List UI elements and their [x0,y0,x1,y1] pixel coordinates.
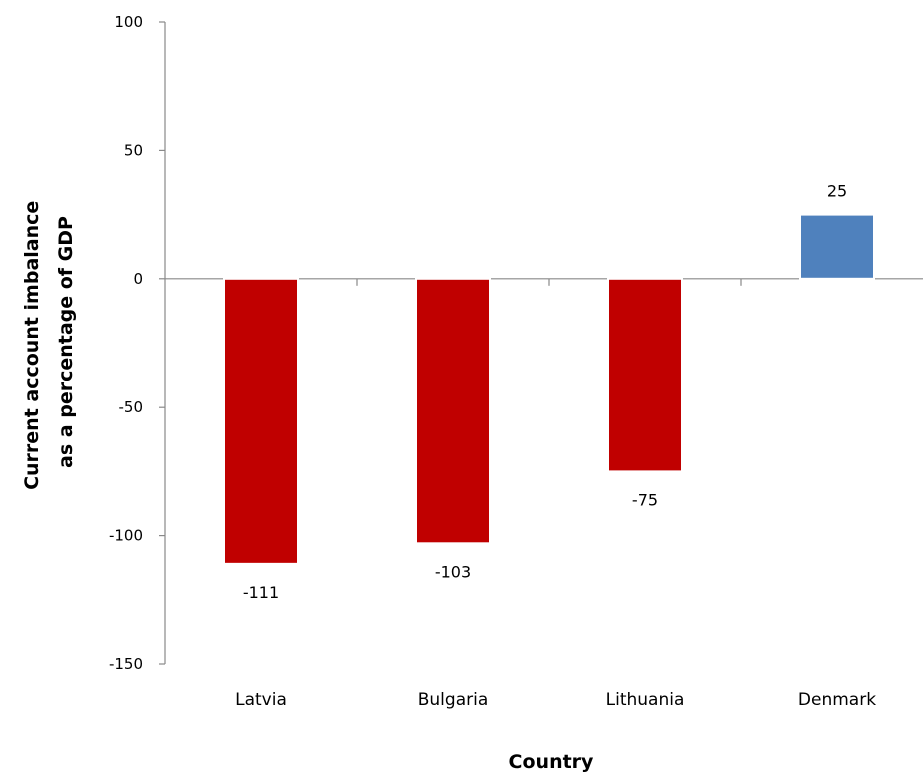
bars [223,213,875,565]
y-tick-label: 100 [114,13,143,31]
y-axis [159,21,166,665]
y-axis-title: Current account imbalance as a percentag… [21,194,77,490]
bar-lithuania [607,277,683,473]
bar-latvia [223,277,299,565]
data-label: -75 [632,490,658,509]
y-tick-label: -50 [119,398,144,416]
category-labels: Latvia Bulgaria Lithuania Denmark [235,690,876,710]
data-label: -111 [243,583,279,602]
bar-bulgaria [415,277,491,545]
data-label: 25 [827,182,847,201]
y-axis-title-line-1: Current account imbalance [21,201,43,490]
y-tick-label: 50 [124,141,143,159]
category-label: Bulgaria [418,690,489,710]
data-label: -103 [435,562,471,581]
y-tick-labels: 100 50 0 -50 -100 -150 [109,13,143,673]
y-tick-label: -150 [109,655,143,673]
x-axis-title: Country [509,751,595,773]
data-labels: -111 -103 -75 25 [243,182,847,602]
bar-denmark [799,213,875,280]
y-tick-label: -100 [109,527,143,545]
category-label: Lithuania [606,690,685,710]
y-axis-title-line-2: as a percentage of GDP [55,216,77,468]
y-tick-label: 0 [133,270,143,288]
x-tick-marks [356,278,742,286]
category-label: Latvia [235,690,287,710]
category-label: Denmark [798,690,876,710]
